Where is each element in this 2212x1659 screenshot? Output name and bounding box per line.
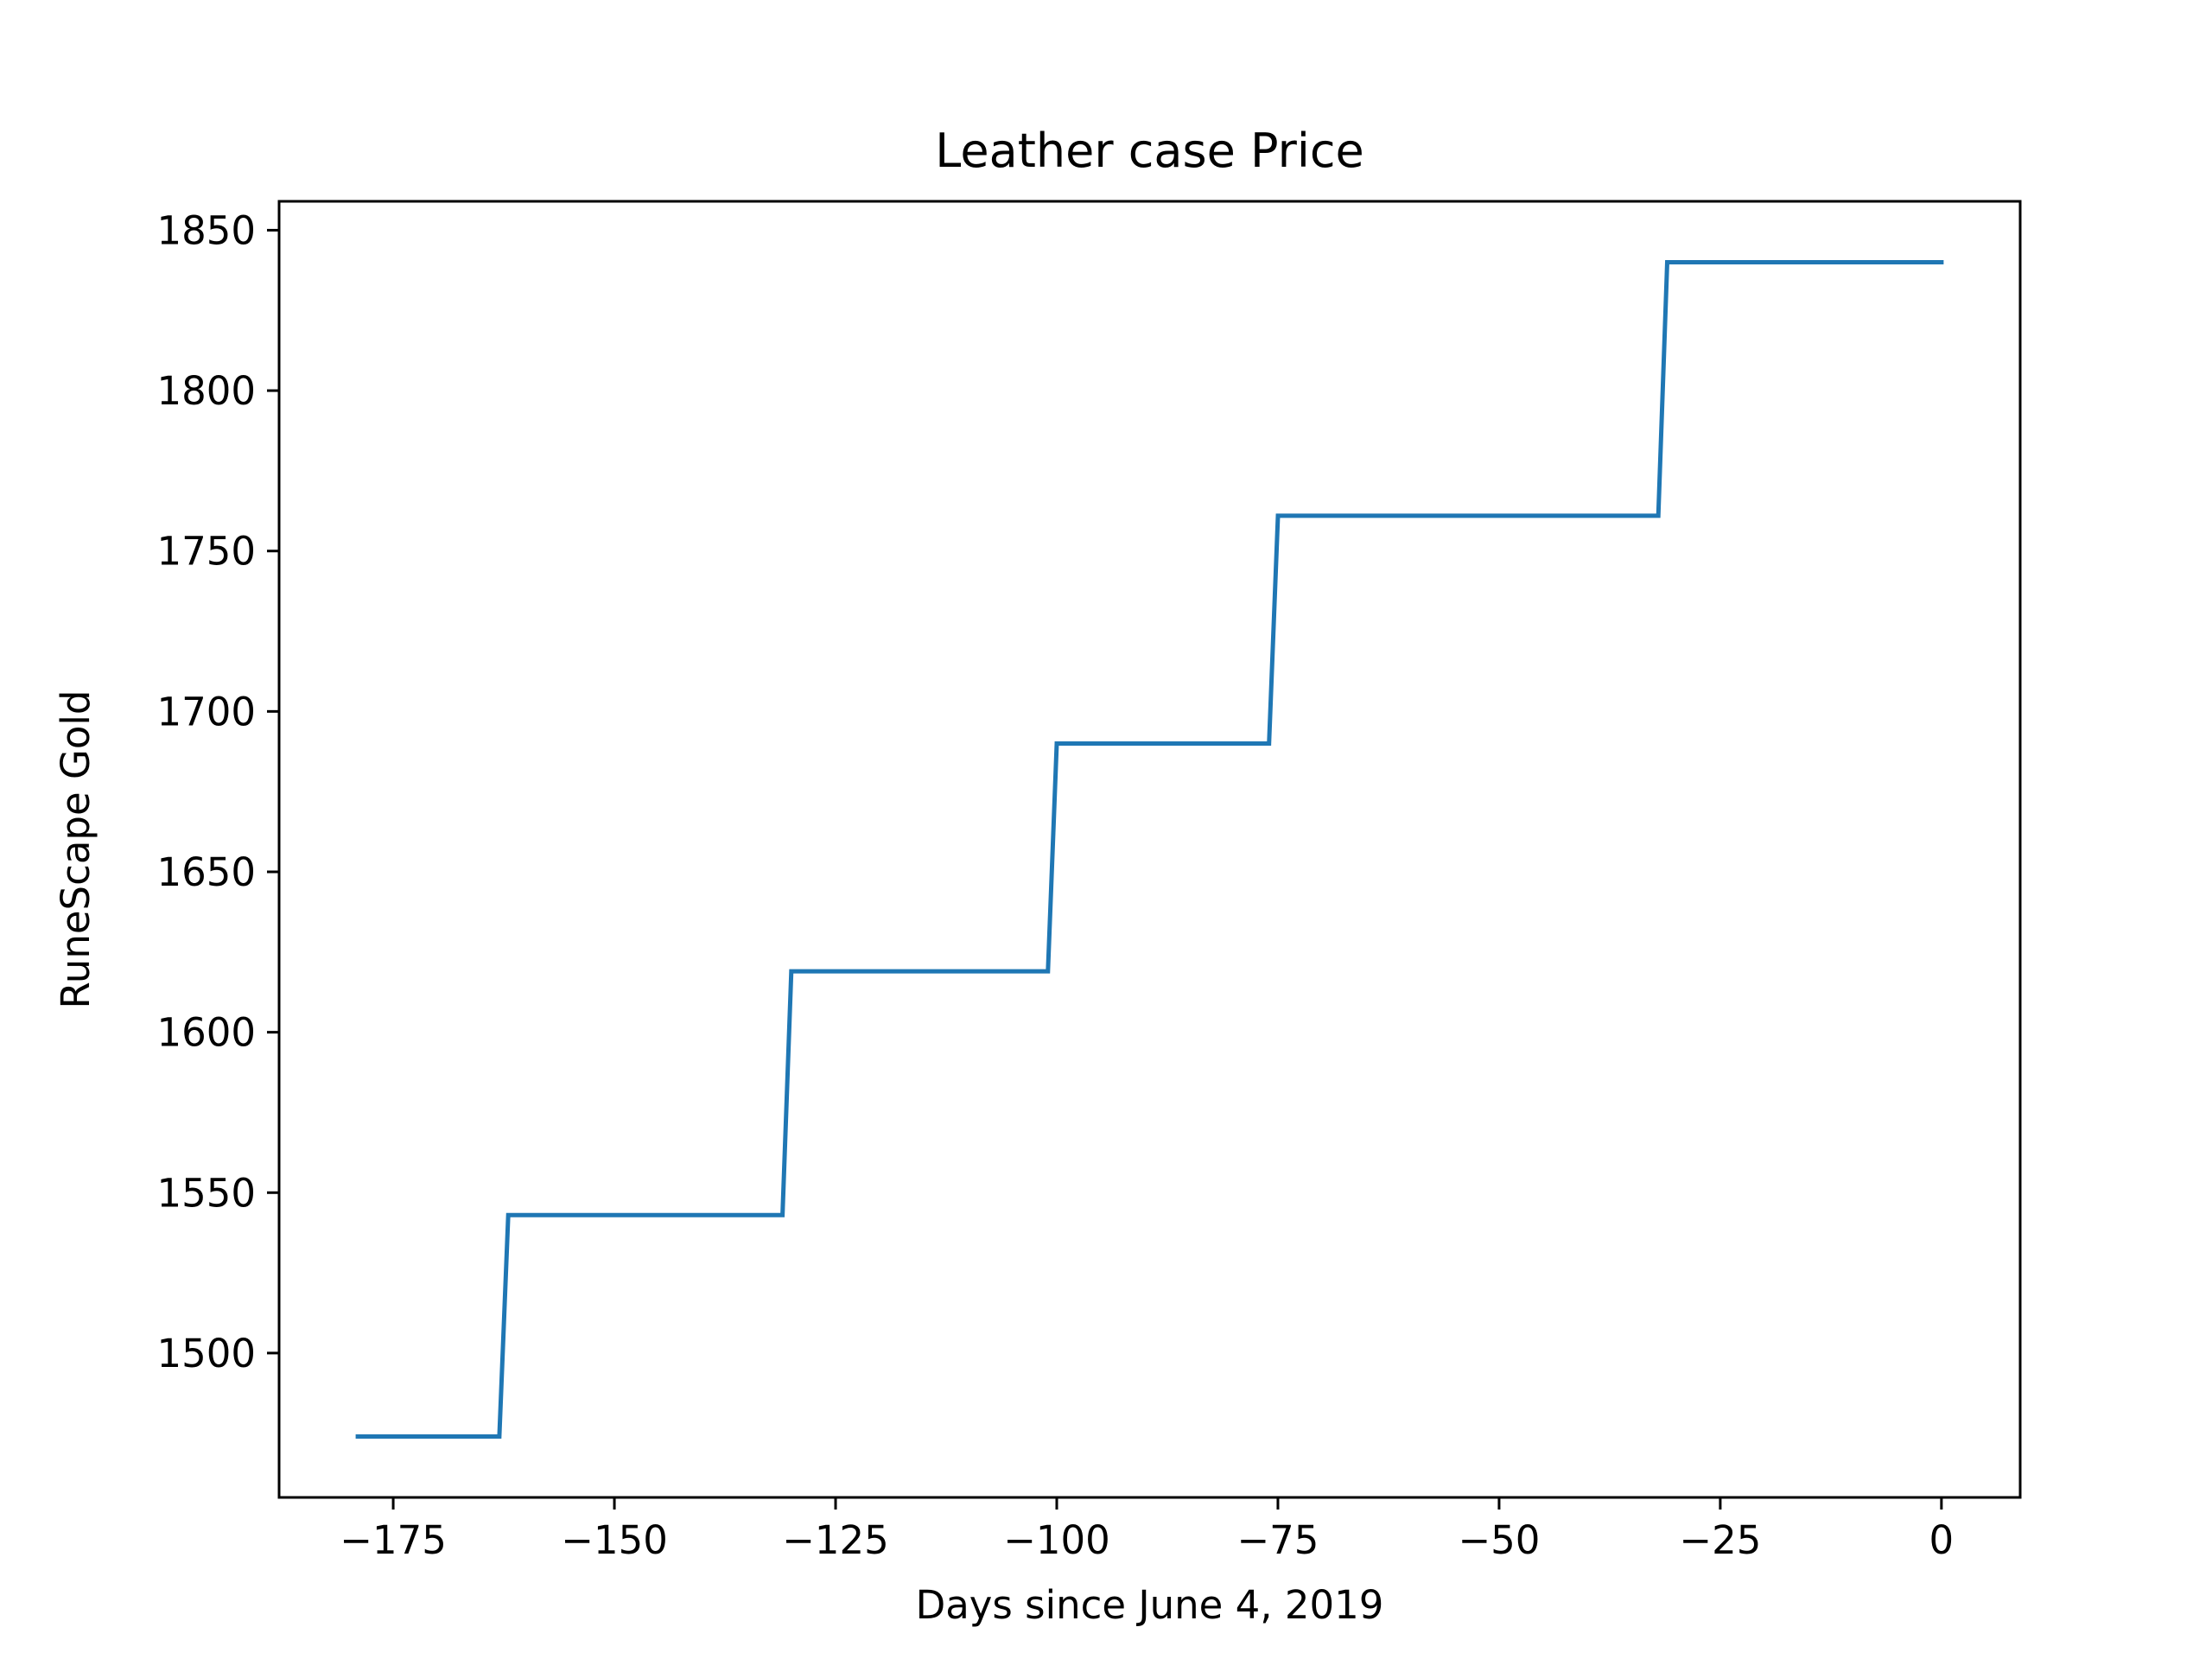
price-series-line xyxy=(355,260,1944,1439)
x-tick-label: −75 xyxy=(1236,1517,1319,1563)
series-layer xyxy=(355,260,1944,1439)
y-tick-label: 1700 xyxy=(156,689,256,734)
y-axis-label: RuneScape Gold xyxy=(53,690,99,1009)
x-tick-label: −50 xyxy=(1458,1517,1540,1563)
y-tick-label: 1650 xyxy=(156,849,256,895)
x-tick-label: −150 xyxy=(561,1517,668,1563)
y-tick-label: 1850 xyxy=(156,207,256,253)
x-tick-label: −125 xyxy=(782,1517,889,1563)
y-tick-label: 1750 xyxy=(156,529,256,575)
chart-title: Leather case Price xyxy=(935,124,1363,178)
y-axis-ticks: 1500 1550 1600 1650 1700 1750 1800 1850 xyxy=(156,207,279,1376)
x-tick-label: −175 xyxy=(340,1517,447,1563)
x-axis-ticks: −175 −150 −125 −100 −75 −50 −25 0 xyxy=(340,1497,1954,1563)
x-axis-label: Days since June 4, 2019 xyxy=(916,1582,1384,1628)
y-tick-label: 1600 xyxy=(156,1010,256,1056)
axes-frame xyxy=(277,200,2022,1499)
y-tick-label: 1550 xyxy=(156,1170,256,1216)
x-tick-label: −25 xyxy=(1679,1517,1761,1563)
x-tick-label: −100 xyxy=(1003,1517,1110,1563)
x-tick-label: 0 xyxy=(1929,1517,1955,1563)
y-tick-label: 1800 xyxy=(156,368,256,414)
y-tick-label: 1500 xyxy=(156,1331,256,1376)
plot-area xyxy=(277,200,2022,1499)
